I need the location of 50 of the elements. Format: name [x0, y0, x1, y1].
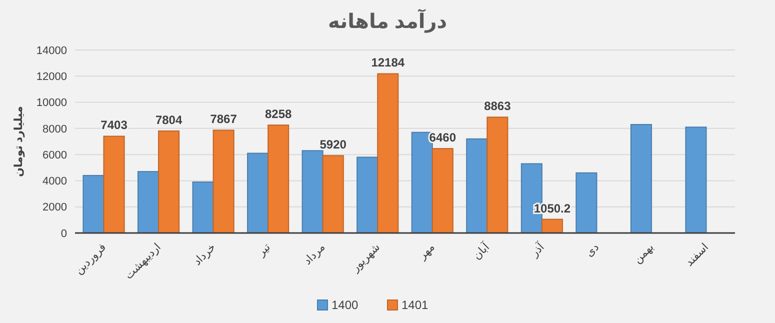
bar [268, 124, 290, 234]
y-tick-label: 14000 [36, 44, 67, 57]
chart-title: درآمد ماهانه [328, 8, 448, 33]
bar [466, 138, 488, 234]
y-tick-label: 4000 [42, 176, 67, 188]
bar [137, 171, 160, 234]
bar [103, 136, 125, 234]
bar [541, 218, 563, 234]
bar [82, 174, 104, 234]
bar [302, 150, 324, 234]
data-label: 7804 [155, 112, 182, 127]
bar [486, 116, 508, 234]
y-tick-label: 8000 [42, 123, 67, 136]
y-axis-title: میلیارد تومان [13, 106, 25, 177]
bar [356, 156, 378, 234]
y-tick-label: 12000 [36, 70, 67, 83]
bar [192, 182, 214, 234]
y-tick-label: 0 [60, 228, 67, 240]
legend-label: 1401 [402, 298, 429, 312]
x-tick-label: اسفند [684, 241, 712, 269]
x-tick-label: مرداد [302, 241, 328, 268]
x-tick-label: آبان [470, 239, 493, 262]
legend-label: 1400 [332, 298, 359, 312]
data-label: 5920 [320, 138, 347, 152]
data-label: 12184 [371, 56, 405, 70]
y-tick-label: 2000 [42, 202, 67, 214]
x-tick-label: بهمن [632, 241, 656, 266]
x-tick-label: تیر [254, 241, 273, 260]
data-label: 7403 [100, 118, 128, 132]
y-tick-label: 10000 [36, 97, 67, 110]
x-tick-label: اردیبهشت [122, 241, 164, 282]
data-label: 8258 [264, 107, 292, 122]
y-tick-label: 6000 [42, 149, 67, 162]
bar [322, 155, 344, 234]
x-tick-label: مهر [416, 241, 438, 263]
bar [432, 148, 454, 234]
bar [158, 130, 180, 234]
data-label: 7867 [210, 112, 238, 126]
bar [630, 124, 652, 234]
bar [576, 172, 598, 234]
bar [685, 126, 707, 234]
x-tick-label: شهریور [348, 241, 382, 275]
bar [212, 130, 234, 234]
x-tick-label: دی [584, 241, 602, 260]
x-tick-label: آذر [526, 239, 548, 260]
x-tick-label: خرداد [191, 241, 218, 268]
bar [247, 152, 269, 234]
bar [377, 73, 399, 234]
x-tick-label: فروردین [73, 241, 109, 277]
data-label: 8863 [484, 99, 512, 114]
